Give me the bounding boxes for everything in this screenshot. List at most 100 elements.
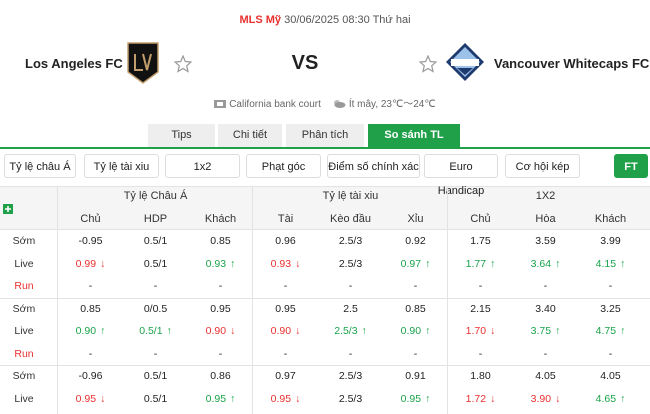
odds-cell: 1.80 [470, 370, 491, 382]
filter-button[interactable]: Phạt góc [246, 154, 321, 178]
column-header: Kèo đầu [330, 213, 371, 225]
odds-cell: -0.96 [78, 370, 103, 382]
odds-cell: - [348, 347, 353, 360]
filter-button[interactable]: Tỷ lệ châu Á [4, 154, 76, 178]
odds-cell: -0.95 [78, 235, 103, 247]
odds-cell: 0.5/1 [143, 257, 168, 270]
filter-button[interactable]: Điểm số chính xác [327, 154, 420, 178]
vs: VS [291, 52, 319, 74]
odds-cell: - [348, 280, 353, 292]
odds-value: 1.77 [465, 257, 487, 270]
odds-cell: - [608, 347, 613, 360]
row-label: Live [14, 325, 34, 337]
odds-arrow: ↓ [100, 257, 106, 270]
row-label: Sớm [12, 235, 36, 247]
odds-cell: 0.95 ↓ [58, 392, 123, 406]
group-divider [447, 186, 448, 414]
filter-button[interactable]: Euro Handicap [424, 154, 498, 197]
odds-cell: 0.5/1 ↑ [123, 324, 188, 338]
column-header: Tài [277, 213, 294, 225]
odds-arrow: ↓ [100, 392, 106, 405]
venue-icon [214, 100, 227, 108]
tab[interactable]: So sánh TL [368, 124, 460, 147]
venue-weather: California bank court Ít mây, 23℃～24℃ [0, 95, 650, 110]
away-logo [446, 43, 484, 81]
odds-cell: 0.97 [275, 370, 296, 382]
odds-cell: - [283, 347, 288, 360]
odds-value: 0.93 [270, 257, 292, 270]
tab[interactable]: Phân tích [286, 124, 364, 147]
favorite-star[interactable] [419, 55, 437, 73]
favorite-star[interactable] [174, 55, 192, 73]
odds-cell: 3.90 ↓ [513, 392, 578, 406]
odds-cell: 1.70 ↓ [448, 324, 513, 338]
odds-cell: - [218, 347, 223, 360]
odds-cell: 0.90 ↓ [253, 324, 318, 338]
odds-value: 3.90 [530, 392, 552, 405]
odds-cell: 3.59 [535, 235, 556, 247]
group-divider [252, 186, 253, 414]
odds-cell: 4.15 ↑ [578, 257, 643, 271]
odds-cell: 0/0.5 [143, 302, 168, 315]
odds-cell: 0.5/1 [143, 392, 168, 405]
odds-cell: 4.75 ↑ [578, 324, 643, 338]
odds-cell: 3.25 [600, 302, 621, 315]
odds-value: 0.95 [205, 392, 227, 405]
odds-value: 0.90 [270, 325, 292, 337]
odds-cell: 4.05 [600, 370, 621, 382]
odds-cell: - [88, 280, 93, 292]
column-header: Khách [204, 213, 237, 225]
tab-underline [0, 147, 650, 149]
odds-cell: - [543, 347, 548, 360]
odds-arrow: ↓ [295, 257, 301, 270]
row-label: Sớm [12, 370, 36, 382]
odds-value: 0.95 [75, 392, 97, 405]
odds-cell: 3.64 ↑ [513, 257, 578, 271]
tab[interactable]: Tips [148, 124, 215, 147]
odds-cell: - [218, 280, 223, 292]
odds-cell: 0.95 [210, 302, 231, 315]
odds-cell: 0.90 ↑ [383, 324, 448, 338]
odds-cell: 0.85 [405, 302, 426, 315]
odds-value: 3.75 [530, 325, 552, 337]
filter-button[interactable]: 1x2 [165, 154, 240, 178]
odds-cell: 3.75 ↑ [513, 324, 578, 338]
odds-cell: 0.93 ↓ [253, 257, 318, 271]
odds-cell: - [478, 347, 483, 360]
tab[interactable]: Chi tiết [218, 124, 282, 147]
filter-button[interactable]: Cơ hội kép [505, 154, 580, 178]
row-label: Sớm [12, 302, 36, 315]
odds-cell: 0.5/1 [143, 370, 168, 382]
odds-cell: 3.99 [600, 235, 621, 247]
odds-cell: - [153, 347, 158, 360]
away-team[interactable]: Vancouver Whitecaps FC [494, 56, 650, 71]
odds-cell: 3.40 [535, 302, 556, 315]
odds-arrow: ↓ [295, 392, 301, 405]
odds-arrow: ↑ [230, 257, 236, 270]
filter-button[interactable]: Tỷ lệ tài xiu [84, 154, 159, 178]
column-header: Khách [594, 213, 627, 225]
table-header-bg [0, 186, 650, 230]
odds-arrow: ↑ [620, 392, 626, 405]
odds-cell: 0.92 [405, 235, 426, 247]
league[interactable]: MLS Mỹ [239, 14, 282, 26]
odds-arrow: ↓ [555, 392, 561, 405]
odds-arrow: ↑ [166, 325, 172, 337]
odds-cell: 1.72 ↓ [448, 392, 513, 406]
ft-button[interactable]: FT [614, 154, 648, 178]
odds-cell: 4.65 ↑ [578, 392, 643, 406]
odds-value: 1.72 [465, 392, 487, 405]
expand-icon[interactable] [3, 204, 13, 214]
group-header: Tỷ lệ tài xiu [322, 190, 379, 202]
odds-value: 0.93 [205, 257, 227, 270]
odds-cell: 2.15 [470, 302, 491, 315]
odds-cell: 1.75 [470, 235, 491, 247]
odds-value: 3.64 [530, 257, 552, 270]
odds-arrow: ↑ [490, 257, 496, 270]
odds-cell: 0.99 ↓ [58, 257, 123, 271]
venue: California bank court [229, 99, 321, 110]
home-team[interactable]: Los Angeles FC [25, 56, 123, 71]
odds-arrow: ↑ [425, 257, 431, 270]
odds-cell: - [413, 280, 418, 292]
